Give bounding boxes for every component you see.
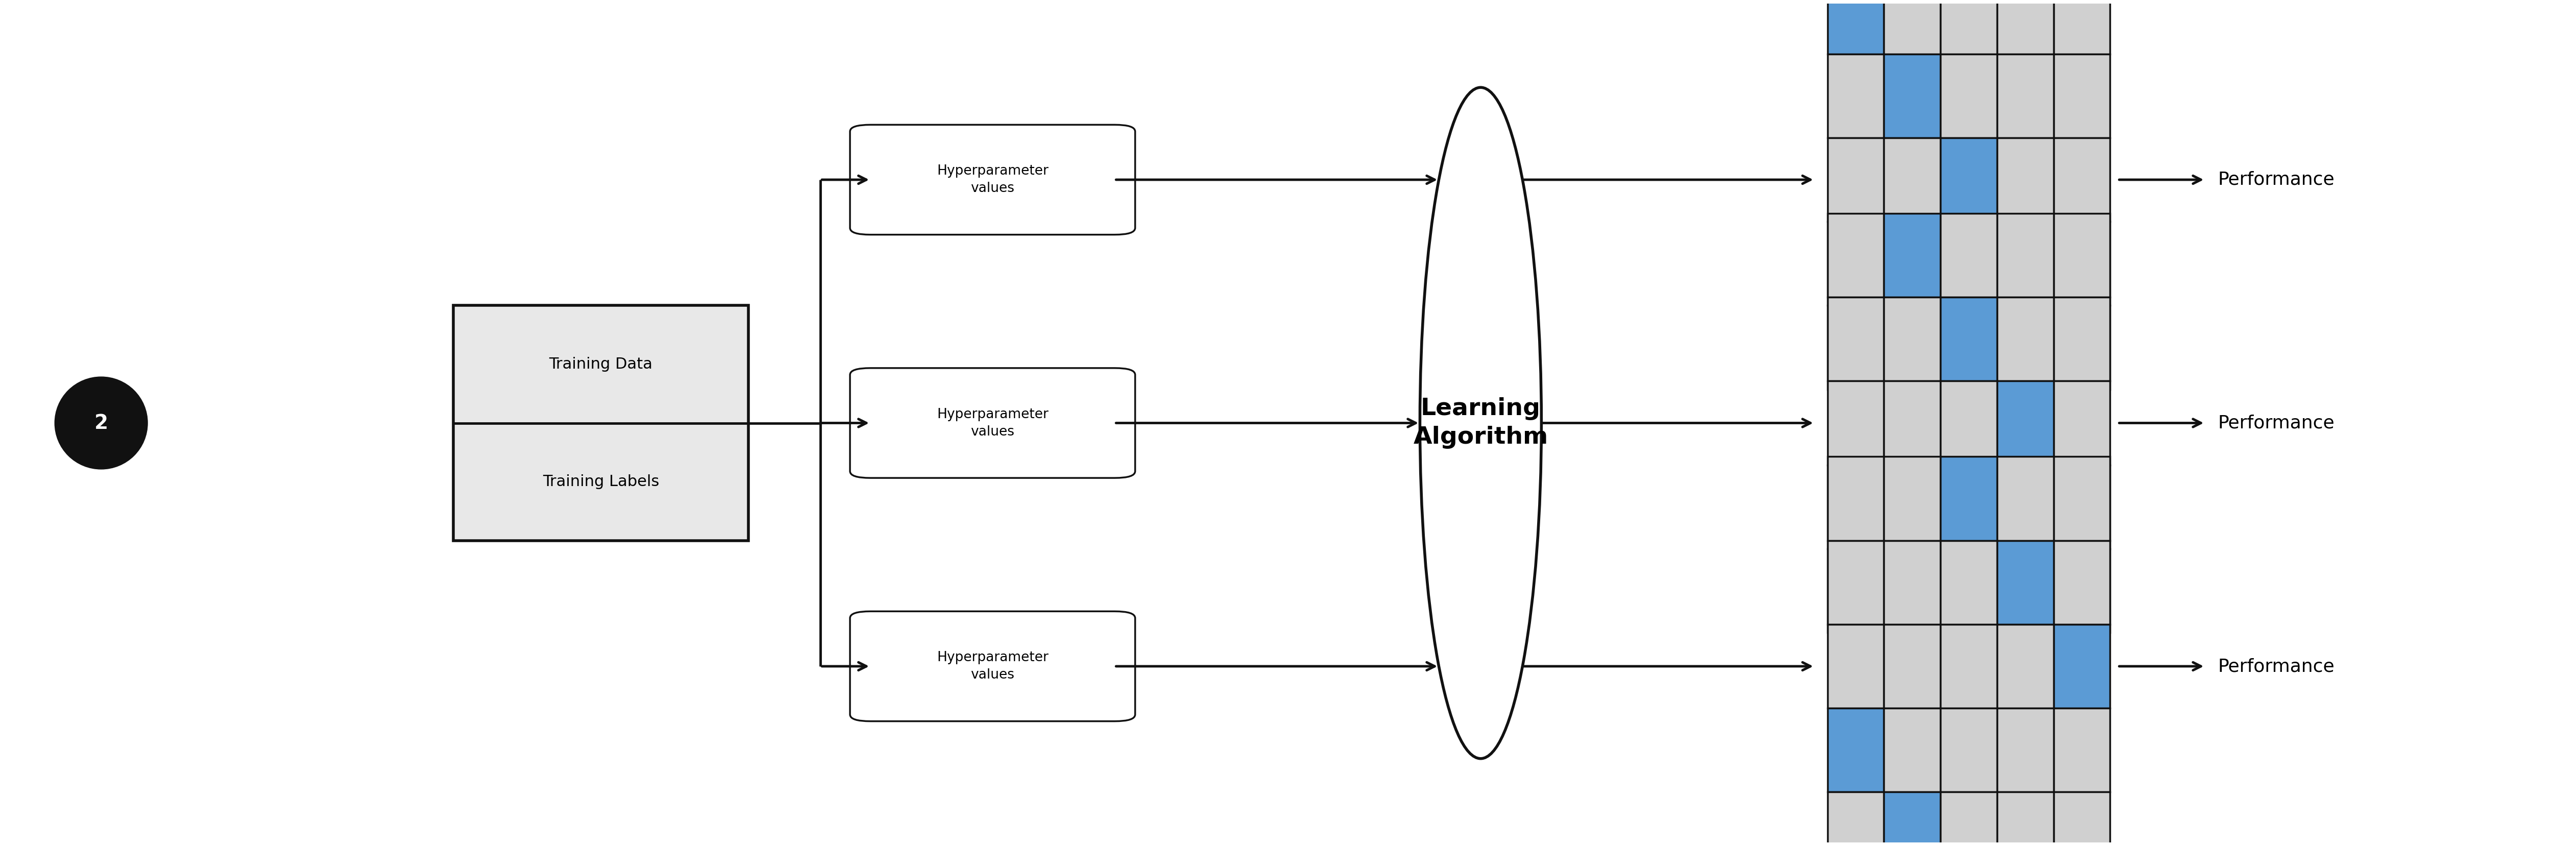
Bar — [1826, 541, 1883, 624]
Bar — [1940, 213, 1996, 297]
FancyBboxPatch shape — [850, 612, 1136, 722]
Bar — [1826, 213, 1883, 297]
Bar — [2053, 549, 2110, 633]
Bar — [1996, 297, 2053, 381]
Bar — [1996, 541, 2053, 624]
Text: Learning
Algorithm: Learning Algorithm — [1414, 398, 1548, 448]
Bar — [1996, 213, 2053, 297]
Bar — [1996, 381, 2053, 465]
Bar — [1883, 624, 1940, 708]
Bar — [1940, 0, 1996, 54]
Bar — [1996, 792, 2053, 846]
Bar — [1940, 138, 1996, 222]
Bar — [1940, 624, 1996, 708]
Bar — [1940, 457, 1996, 541]
Bar — [1883, 792, 1940, 846]
Bar — [1940, 549, 1996, 633]
Bar — [1826, 222, 1883, 305]
Bar — [1940, 465, 1996, 549]
FancyBboxPatch shape — [850, 368, 1136, 478]
Bar — [1826, 465, 1883, 549]
Bar — [1826, 0, 1883, 54]
Text: Hyperparameter
values: Hyperparameter values — [938, 651, 1048, 682]
Bar — [2053, 138, 2110, 222]
Bar — [1940, 305, 1996, 389]
Bar — [1940, 541, 1996, 624]
Bar — [2053, 465, 2110, 549]
Bar — [1996, 457, 2053, 541]
Text: 2: 2 — [95, 414, 108, 432]
Bar — [1883, 541, 1940, 624]
Text: Training Data: Training Data — [549, 357, 652, 371]
Bar — [2053, 708, 2110, 792]
Bar — [1883, 549, 1940, 633]
Bar — [1883, 708, 1940, 792]
Bar — [2053, 222, 2110, 305]
Bar — [2053, 457, 2110, 541]
Bar — [1826, 381, 1883, 465]
Bar — [1996, 305, 2053, 389]
Bar — [1996, 708, 2053, 792]
FancyBboxPatch shape — [453, 305, 750, 541]
Bar — [1883, 297, 1940, 381]
Bar — [1940, 792, 1996, 846]
Bar — [1940, 708, 1996, 792]
Bar — [1826, 297, 1883, 381]
Bar — [1996, 0, 2053, 54]
Text: Hyperparameter
values: Hyperparameter values — [938, 164, 1048, 195]
Bar — [1826, 138, 1883, 222]
Bar — [2053, 792, 2110, 846]
Text: Performance: Performance — [2218, 657, 2334, 675]
Bar — [1996, 222, 2053, 305]
Bar — [2053, 305, 2110, 389]
Bar — [2053, 54, 2110, 138]
Bar — [1883, 381, 1940, 465]
FancyBboxPatch shape — [850, 124, 1136, 234]
Bar — [1883, 138, 1940, 222]
Bar — [1996, 54, 2053, 138]
Bar — [1826, 624, 1883, 708]
Bar — [1826, 54, 1883, 138]
Bar — [1826, 792, 1883, 846]
Bar — [1883, 0, 1940, 54]
Bar — [1940, 297, 1996, 381]
Bar — [1883, 222, 1940, 305]
Bar — [1883, 54, 1940, 138]
Bar — [2053, 213, 2110, 297]
Bar — [1826, 457, 1883, 541]
Text: Performance: Performance — [2218, 415, 2334, 431]
Bar — [2053, 624, 2110, 708]
Bar — [1940, 381, 1996, 465]
Bar — [2053, 297, 2110, 381]
Bar — [1826, 305, 1883, 389]
Bar — [1826, 549, 1883, 633]
Bar — [1826, 708, 1883, 792]
Bar — [1996, 549, 2053, 633]
Bar — [1883, 465, 1940, 549]
Ellipse shape — [1419, 87, 1540, 759]
Text: Performance: Performance — [2218, 171, 2334, 189]
Bar — [1996, 624, 2053, 708]
Bar — [1996, 465, 2053, 549]
Bar — [1883, 305, 1940, 389]
Bar — [2053, 0, 2110, 54]
Text: Hyperparameter
values: Hyperparameter values — [938, 408, 1048, 438]
Bar — [2053, 381, 2110, 465]
Bar — [1940, 54, 1996, 138]
Bar — [1996, 138, 2053, 222]
Bar — [1883, 457, 1940, 541]
Bar — [2053, 541, 2110, 624]
Ellipse shape — [54, 376, 147, 470]
Bar — [1883, 213, 1940, 297]
Bar — [1940, 222, 1996, 305]
Text: Training Labels: Training Labels — [544, 475, 659, 489]
